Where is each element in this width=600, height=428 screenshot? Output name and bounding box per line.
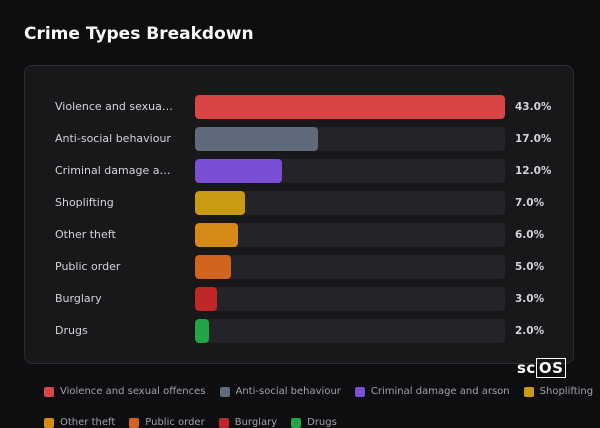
bar-track xyxy=(195,223,505,247)
legend-swatch xyxy=(129,417,140,428)
bar-row: Criminal damage and arson 12.0% xyxy=(25,159,573,183)
bar xyxy=(195,95,505,119)
value-label: 17.0% xyxy=(515,133,552,145)
legend-item: Criminal damage and arson xyxy=(354,386,510,397)
bar-row: Anti-social behaviour 17.0% xyxy=(25,127,573,151)
bar-row: Other theft 6.0% xyxy=(25,223,573,247)
value-label: 43.0% xyxy=(515,101,552,113)
legend-item: Burglary xyxy=(218,417,278,428)
bar-track xyxy=(195,287,505,311)
legend-swatch xyxy=(44,417,54,428)
category-label: Shoplifting xyxy=(55,196,114,209)
chart-card: Violence and sexual offences 43.0% Anti-so… xyxy=(24,65,574,364)
category-label: Anti-social behaviour xyxy=(55,132,171,145)
chart-title: Crime Types Breakdown xyxy=(24,24,254,44)
value-label: 5.0% xyxy=(515,261,545,273)
bar xyxy=(195,191,246,215)
legend-swatch xyxy=(523,386,534,397)
logo-box: OS xyxy=(535,358,567,378)
legend-item: Shoplifting xyxy=(523,386,594,397)
bar-track xyxy=(195,319,505,343)
value-label: 3.0% xyxy=(515,293,545,305)
legend: Violence and sexual offences Anti-social … xyxy=(44,386,600,428)
watermark: sc OS xyxy=(517,358,567,378)
bar-row: Drugs 2.0% xyxy=(25,319,573,343)
bar-track xyxy=(195,95,505,119)
legend-label: Burglary xyxy=(234,417,278,428)
legend-item: Other theft xyxy=(44,417,115,428)
legend-label: Anti-social behaviour xyxy=(235,386,341,397)
bar-track xyxy=(195,127,505,151)
category-label: Other theft xyxy=(55,228,116,241)
bar-row: Burglary 3.0% xyxy=(25,287,573,311)
legend-swatch xyxy=(218,417,229,428)
bar-row: Public order 5.0% xyxy=(25,255,573,279)
bar xyxy=(195,319,210,343)
value-label: 12.0% xyxy=(515,165,552,177)
value-label: 6.0% xyxy=(515,229,545,241)
legend-swatch xyxy=(219,386,230,397)
legend-item: Anti-social behaviour xyxy=(219,386,341,397)
category-label: Violence and sexual offences xyxy=(55,100,173,113)
category-label: Criminal damage and arson xyxy=(55,164,173,177)
legend-swatch xyxy=(354,386,365,397)
legend-label: Public order xyxy=(145,417,205,428)
legend-label: Other theft xyxy=(60,417,116,428)
page: Crime Types Breakdown Violence and sexua… xyxy=(24,24,594,428)
bar-track xyxy=(195,255,505,279)
bar-track xyxy=(195,191,505,215)
bar-row: Shoplifting 7.0% xyxy=(25,191,573,215)
category-label: Public order xyxy=(55,260,121,273)
legend-swatch xyxy=(44,386,54,397)
bar xyxy=(195,159,282,183)
bar-track xyxy=(195,159,505,183)
bar xyxy=(195,223,239,247)
category-label: Drugs xyxy=(55,324,88,337)
legend-item: Violence and sexual offences xyxy=(44,386,206,397)
value-label: 7.0% xyxy=(515,197,545,209)
legend-label: Criminal damage and arson xyxy=(370,386,510,397)
legend-label: Shoplifting xyxy=(539,386,594,397)
bar xyxy=(195,255,232,279)
bar xyxy=(195,127,318,151)
bar-row: Violence and sexual offences 43.0% xyxy=(25,95,573,119)
legend-label: Violence and sexual offences xyxy=(60,386,206,397)
legend-swatch xyxy=(291,417,302,428)
legend-label: Drugs xyxy=(307,417,337,428)
category-label: Burglary xyxy=(55,292,102,305)
legend-item: Drugs xyxy=(291,417,337,428)
legend-item: Public order xyxy=(129,417,205,428)
bar xyxy=(195,287,217,311)
value-label: 2.0% xyxy=(515,325,545,337)
